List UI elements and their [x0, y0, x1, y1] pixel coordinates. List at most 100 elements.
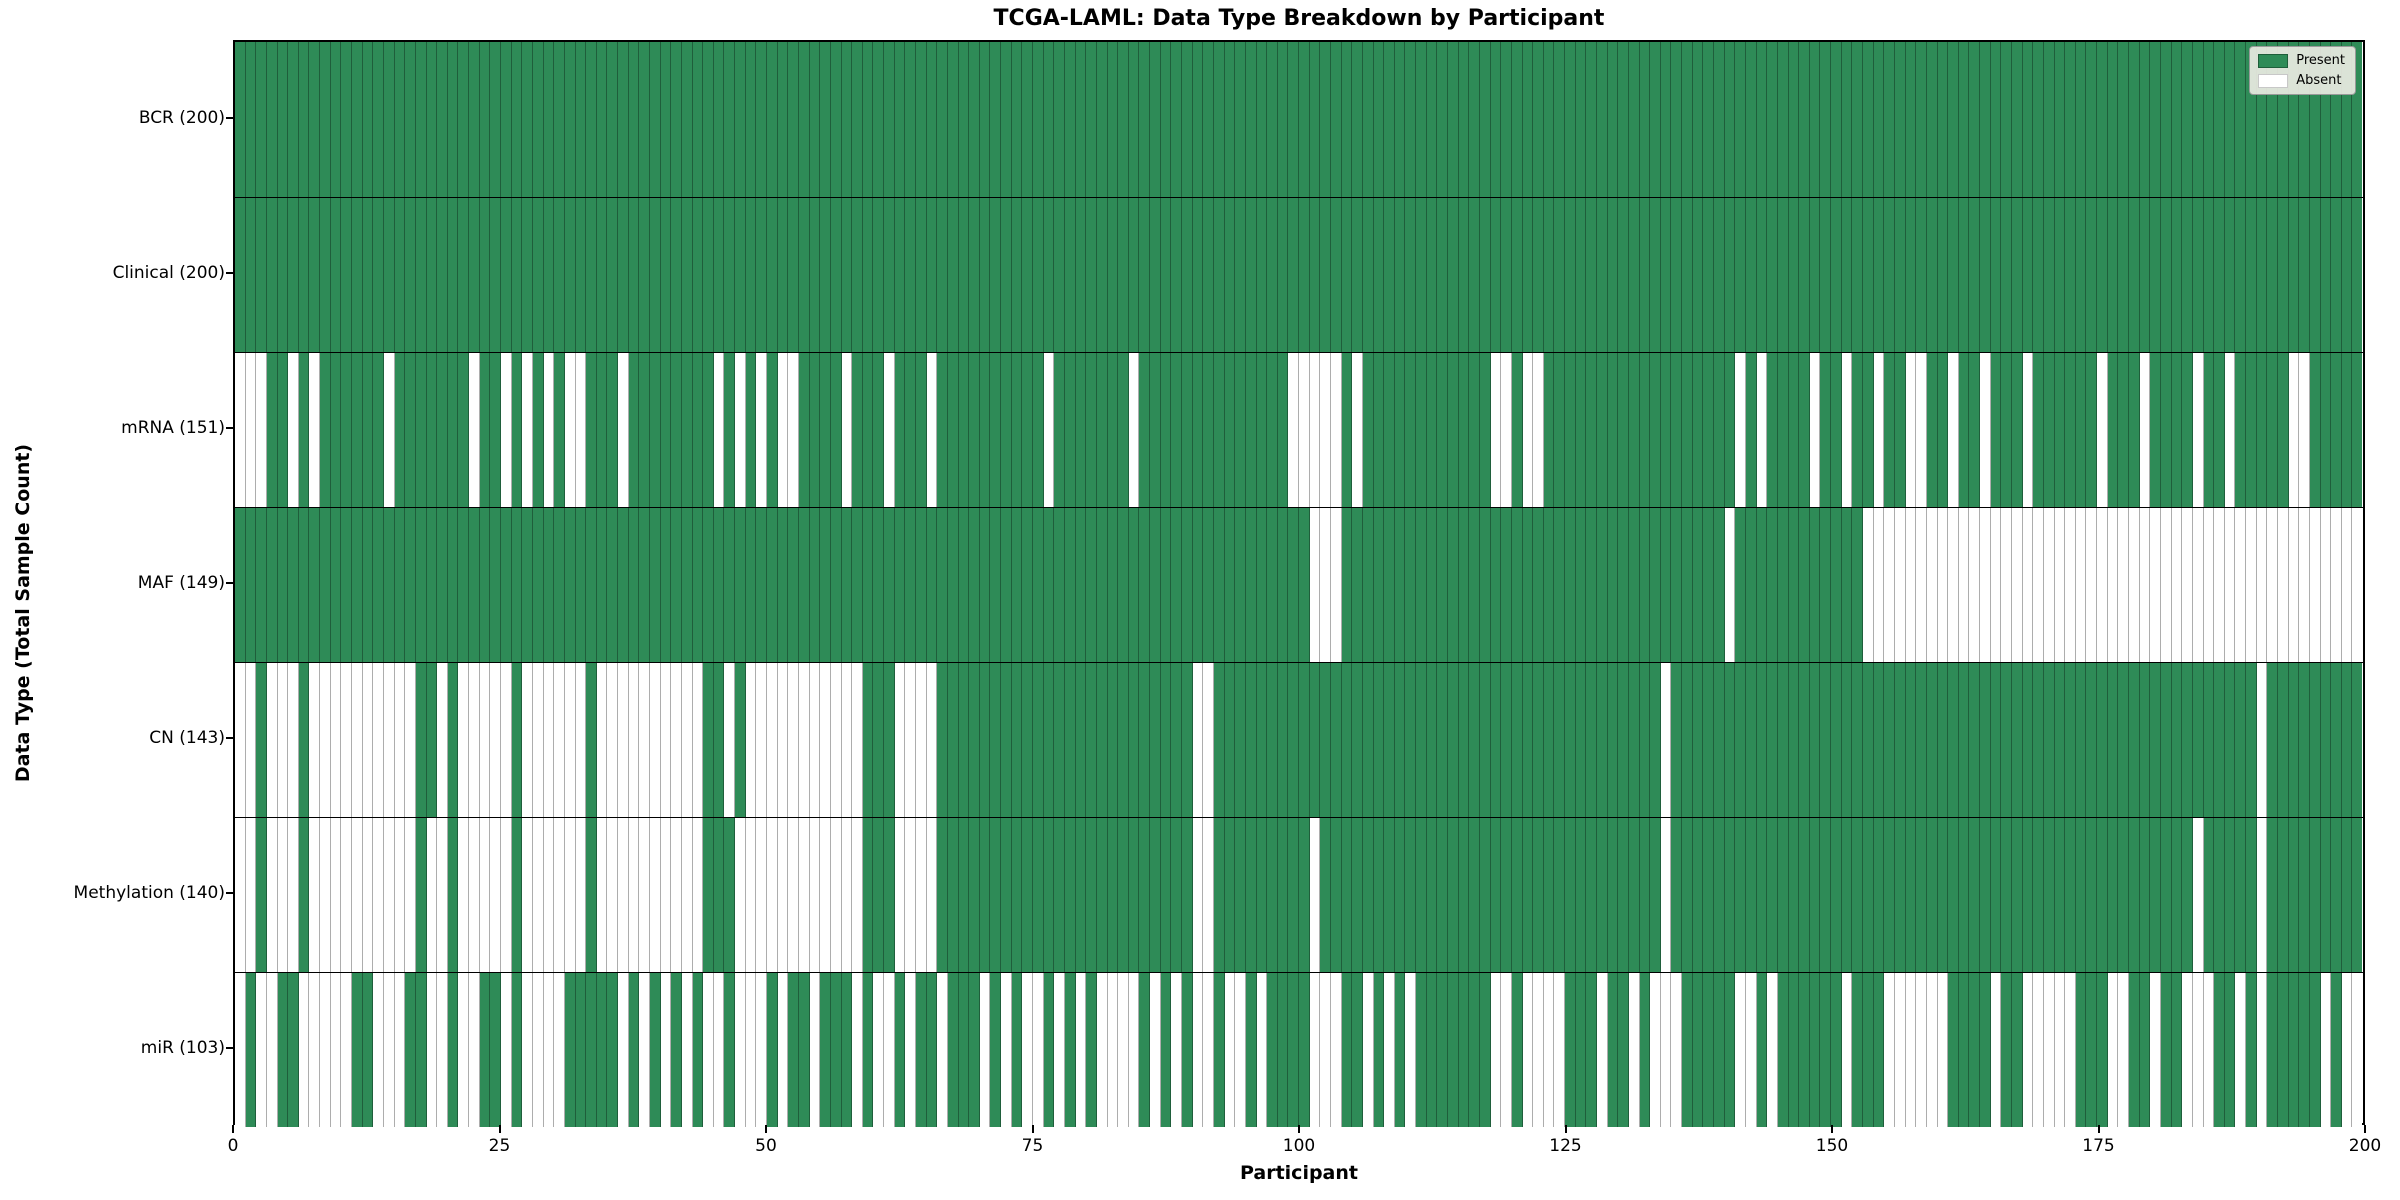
cell — [1554, 973, 1566, 1127]
cell — [2246, 353, 2257, 507]
cell — [1948, 508, 1959, 662]
cell — [447, 353, 459, 507]
cell — [1320, 973, 1331, 1127]
cell — [1958, 42, 1970, 197]
cell — [1213, 198, 1225, 352]
cell — [1788, 973, 1800, 1127]
cell — [852, 818, 863, 972]
cell — [1299, 508, 1310, 662]
cell — [2171, 973, 2183, 1127]
cell — [1171, 42, 1183, 197]
cell — [2203, 508, 2215, 662]
cell — [586, 818, 597, 972]
cell — [671, 42, 682, 197]
cell — [820, 42, 831, 197]
cell — [309, 508, 321, 662]
cell — [1852, 818, 1864, 972]
cell — [1692, 353, 1704, 507]
cell — [1767, 973, 1778, 1127]
cell — [2256, 42, 2268, 197]
cell — [2278, 663, 2289, 817]
cell — [1650, 353, 1661, 507]
cell — [873, 353, 885, 507]
cell — [1182, 198, 1193, 352]
cell — [1001, 353, 1012, 507]
cell — [958, 353, 970, 507]
cell — [1671, 508, 1683, 662]
cell — [1362, 818, 1374, 972]
cell — [916, 663, 927, 817]
cell — [2011, 973, 2023, 1127]
cell — [2033, 973, 2044, 1127]
cell — [352, 973, 363, 1127]
cell — [947, 353, 959, 507]
cell — [873, 973, 885, 1127]
cell — [2097, 818, 2108, 972]
cell — [373, 818, 384, 972]
cell — [671, 353, 682, 507]
cell — [1788, 818, 1800, 972]
cell — [1724, 198, 1736, 352]
cell — [469, 508, 480, 662]
x-tick-mark — [1831, 1125, 1833, 1133]
cell — [1799, 508, 1810, 662]
cell — [628, 353, 640, 507]
cell — [2203, 818, 2215, 972]
x-tick-mark — [232, 1125, 234, 1133]
cell — [1682, 42, 1693, 197]
cell — [1916, 818, 1927, 972]
cell — [692, 663, 704, 817]
cell — [2267, 42, 2278, 197]
cell — [1628, 198, 1640, 352]
cell — [1128, 353, 1140, 507]
cell — [1341, 42, 1353, 197]
cell — [596, 353, 608, 507]
cell — [1660, 198, 1672, 352]
cell — [798, 42, 810, 197]
cell — [1192, 663, 1204, 817]
cell — [1724, 42, 1736, 197]
cell — [2171, 42, 2183, 197]
cell — [607, 973, 619, 1127]
cell — [628, 818, 640, 972]
heatmap-row-BCR — [235, 42, 2363, 197]
cell — [2043, 42, 2055, 197]
cell — [437, 198, 448, 352]
cell — [1096, 508, 1108, 662]
cell — [1267, 508, 1278, 662]
cell — [607, 42, 619, 197]
cell — [383, 42, 395, 197]
cell — [235, 663, 246, 817]
cell — [2224, 198, 2236, 352]
cell — [1096, 353, 1108, 507]
cell — [947, 973, 959, 1127]
cell — [1650, 818, 1661, 972]
cell — [1001, 663, 1012, 817]
y-tick-mark — [226, 1046, 233, 1049]
cell — [1330, 353, 1342, 507]
cell — [437, 508, 448, 662]
cell — [1990, 663, 2002, 817]
cell — [266, 198, 278, 352]
cell — [1022, 663, 1034, 817]
cell — [1224, 508, 1236, 662]
cell — [1479, 198, 1491, 352]
cell — [341, 353, 353, 507]
cell — [1394, 663, 1406, 817]
cell — [703, 663, 714, 817]
cell — [649, 353, 661, 507]
cell — [1820, 973, 1832, 1127]
cell — [1139, 508, 1151, 662]
cell — [1086, 818, 1097, 972]
cell — [1565, 663, 1576, 817]
cell — [1820, 818, 1832, 972]
cell — [1703, 973, 1715, 1127]
y-tick-label-miR: miR (103) — [140, 1037, 225, 1058]
cell — [1597, 508, 1608, 662]
cell — [798, 198, 810, 352]
cell — [841, 818, 853, 972]
cell — [1107, 198, 1119, 352]
cell — [1639, 508, 1651, 662]
cell — [1490, 818, 1502, 972]
cell — [564, 508, 576, 662]
